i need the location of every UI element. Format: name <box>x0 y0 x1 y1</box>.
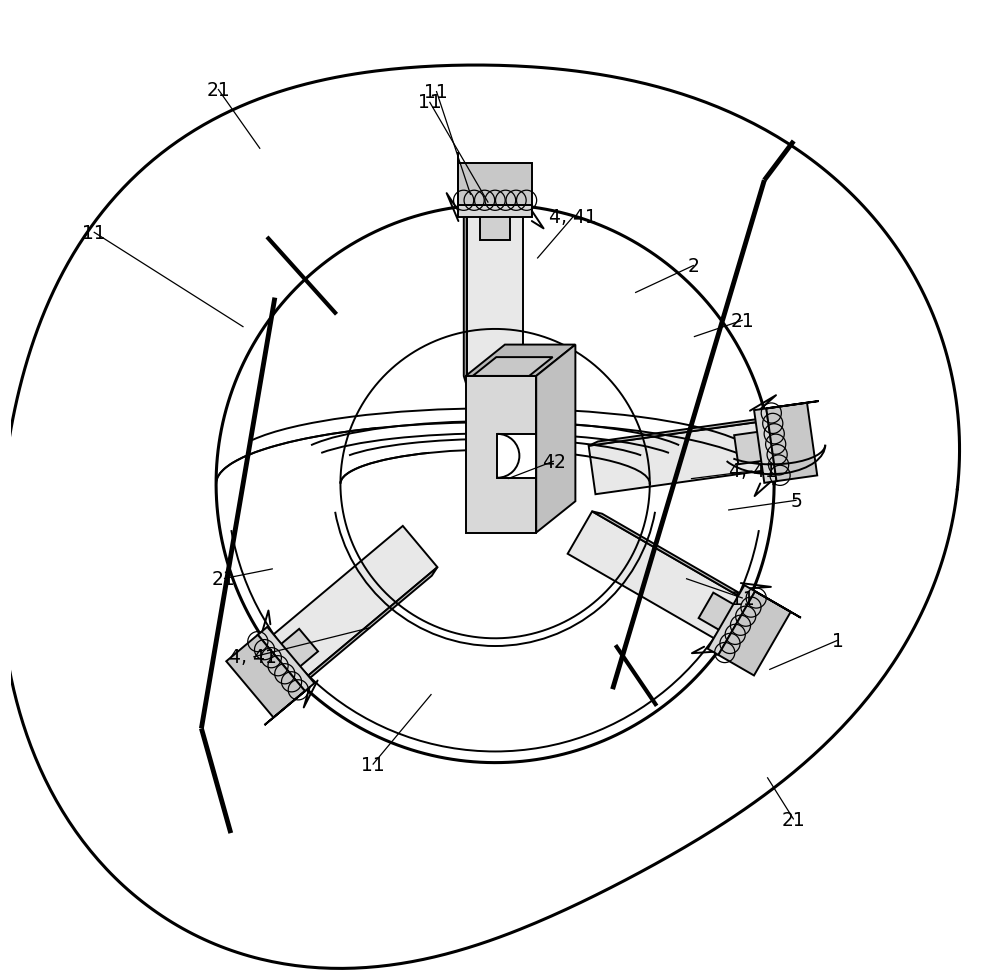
Text: 4, 41: 4, 41 <box>729 462 777 481</box>
Polygon shape <box>718 592 791 676</box>
Polygon shape <box>301 567 437 687</box>
Polygon shape <box>589 422 765 495</box>
Text: 11: 11 <box>361 755 385 775</box>
Text: 21: 21 <box>212 569 236 589</box>
Polygon shape <box>734 431 767 465</box>
Text: 11: 11 <box>418 93 441 112</box>
Polygon shape <box>716 598 750 647</box>
Polygon shape <box>464 205 526 215</box>
Polygon shape <box>473 358 553 377</box>
Text: 42: 42 <box>542 452 566 471</box>
Polygon shape <box>466 345 575 377</box>
Polygon shape <box>0 66 960 968</box>
Text: 1: 1 <box>832 631 844 650</box>
Text: 21: 21 <box>731 311 755 331</box>
Polygon shape <box>272 526 437 678</box>
Text: 2: 2 <box>688 256 700 276</box>
Polygon shape <box>258 627 314 691</box>
Polygon shape <box>226 635 305 718</box>
Polygon shape <box>480 211 510 241</box>
Polygon shape <box>592 511 750 600</box>
Polygon shape <box>262 637 306 687</box>
Text: 11: 11 <box>731 589 755 608</box>
Text: 5: 5 <box>791 491 803 511</box>
Polygon shape <box>766 402 819 409</box>
Text: 4, 41: 4, 41 <box>549 207 597 227</box>
Polygon shape <box>754 409 777 483</box>
Text: 21: 21 <box>206 80 230 100</box>
Polygon shape <box>277 629 318 671</box>
Polygon shape <box>766 403 817 481</box>
Polygon shape <box>458 205 532 218</box>
Polygon shape <box>216 205 774 763</box>
Polygon shape <box>264 691 305 726</box>
Polygon shape <box>568 511 740 640</box>
Polygon shape <box>536 345 575 533</box>
Text: 11: 11 <box>82 223 106 243</box>
Polygon shape <box>589 419 768 446</box>
Polygon shape <box>755 592 801 618</box>
Polygon shape <box>699 593 739 633</box>
Polygon shape <box>497 434 536 478</box>
Polygon shape <box>464 205 467 386</box>
Text: 4, 41: 4, 41 <box>229 647 277 667</box>
Polygon shape <box>467 215 523 386</box>
Polygon shape <box>758 419 775 472</box>
Polygon shape <box>458 164 532 205</box>
Text: 21: 21 <box>782 810 806 829</box>
Text: 11: 11 <box>424 82 448 102</box>
Polygon shape <box>708 586 755 655</box>
Polygon shape <box>466 377 536 533</box>
